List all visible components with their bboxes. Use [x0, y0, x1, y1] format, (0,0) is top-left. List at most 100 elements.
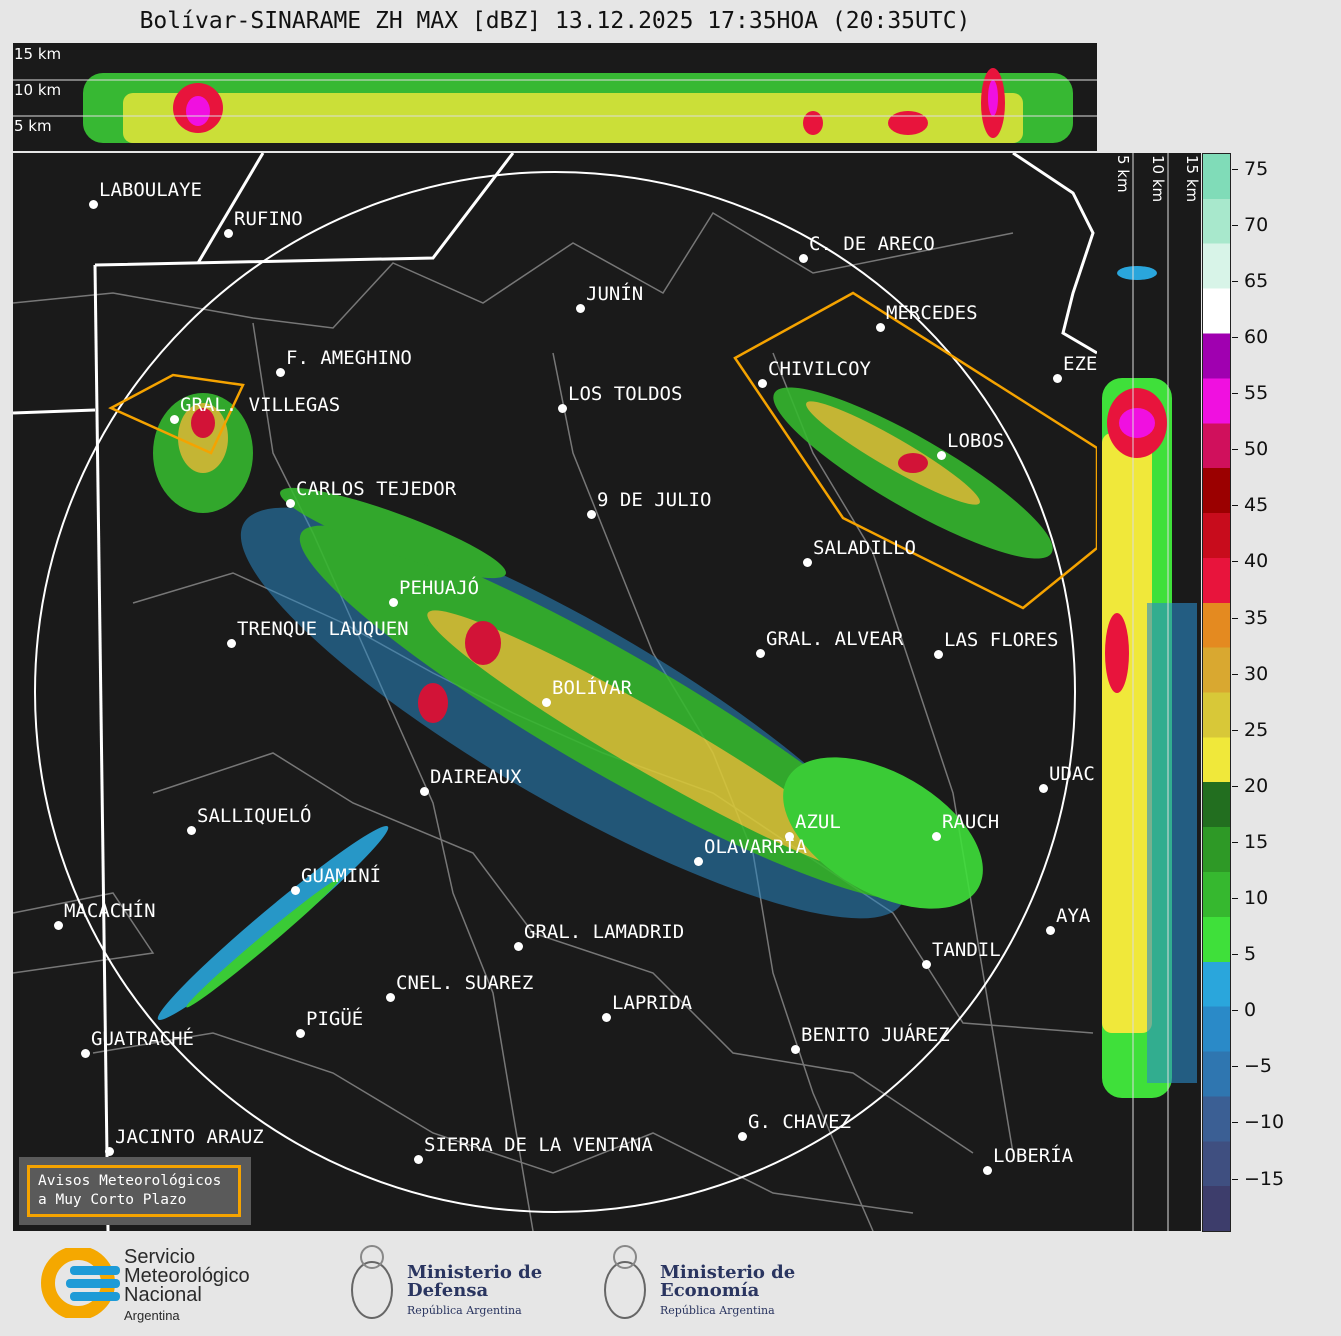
radar-map[interactable]: LABOULAYE RUFINO C. DE ARECO JUNÍN MERCEDES F… — [13, 153, 1097, 1231]
town-label: C. DE ARECO — [809, 233, 935, 255]
town-marker — [785, 832, 794, 841]
town-label: GRAL. VILLEGAS — [180, 394, 341, 416]
town-label: RAUCH — [942, 811, 1000, 833]
coat-of-arms-icon — [351, 1245, 393, 1319]
town-marker — [937, 451, 946, 460]
town-label: LAPRIDA — [612, 992, 693, 1014]
town-marker — [187, 826, 196, 835]
warnings-line1: Avisos Meteorológicos — [38, 1173, 222, 1189]
colorbar-tick: 40 — [1232, 550, 1268, 572]
town-marker — [791, 1045, 800, 1054]
town-marker — [758, 379, 767, 388]
town-label: EZE — [1063, 353, 1097, 375]
town-label: SIERRA DE LA VENTANA — [424, 1134, 653, 1156]
town-label: 9 DE JULIO — [597, 489, 712, 511]
town-marker — [291, 886, 300, 895]
coat-of-arms-icon — [604, 1245, 646, 1319]
town-label: BOLÍVAR — [552, 677, 633, 699]
town-label: TRENQUE LAUQUEN — [237, 618, 409, 640]
colorbar-tick: 75 — [1232, 158, 1268, 180]
town-marker — [89, 200, 98, 209]
town-label: CARLOS TEJEDOR — [296, 478, 457, 500]
town-marker — [420, 787, 429, 796]
town-label: GRAL. ALVEAR — [766, 628, 904, 650]
town-label: JACINTO ARAUZ — [115, 1126, 264, 1148]
economia-sub: República Argentina — [660, 1304, 775, 1317]
colorbar-tick: 45 — [1232, 494, 1268, 516]
smn-name: Servicio Meteorológico Nacional — [124, 1246, 250, 1306]
town-marker — [286, 499, 295, 508]
axis-label-10km-right: 10 km — [1149, 155, 1167, 203]
town-label: GUATRACHÉ — [91, 1028, 194, 1050]
town-label: JUNÍN — [586, 283, 644, 305]
colorbar-tick: −5 — [1232, 1055, 1272, 1077]
warnings-button[interactable]: Avisos Meteorológicos a Muy Corto Plazo — [19, 1157, 251, 1225]
town-marker — [576, 304, 585, 313]
axis-label-15km: 15 km — [14, 45, 62, 63]
town-label: MACACHÍN — [64, 900, 156, 922]
colorbar-tick: 55 — [1232, 382, 1268, 404]
town-marker — [738, 1132, 747, 1141]
colorbar-tick: 0 — [1232, 999, 1256, 1021]
town-label: CNEL. SUAREZ — [396, 972, 534, 994]
town-label: UDAC — [1049, 763, 1095, 785]
town-label: AZUL — [795, 811, 841, 833]
town-label: GRAL. LAMADRID — [524, 921, 685, 943]
town-label: LABOULAYE — [99, 179, 202, 201]
town-marker — [587, 510, 596, 519]
town-label: G. CHAVEZ — [748, 1111, 851, 1133]
radar-echoes — [153, 387, 1053, 1021]
town-label: PIGÜÉ — [306, 1008, 364, 1030]
town-marker — [932, 832, 941, 841]
town-marker — [54, 921, 63, 930]
town-marker — [81, 1049, 90, 1058]
town-marker — [227, 639, 236, 648]
town-marker — [514, 942, 523, 951]
town-label: CHIVILCOY — [768, 358, 871, 380]
town-marker — [922, 960, 931, 969]
right-cross-section: 5 km 10 km 15 km — [1097, 153, 1201, 1231]
town-label: LAS FLORES — [944, 629, 1059, 651]
colorbar-tick: 60 — [1232, 326, 1268, 348]
town-marker — [170, 415, 179, 424]
colorbar-tick: 65 — [1232, 270, 1268, 292]
town-marker — [389, 598, 398, 607]
map-title: Bolívar-SINARAME ZH MAX [dBZ] 13.12.2025… — [139, 8, 971, 34]
town-label: PEHUAJÓ — [399, 577, 480, 599]
town-marker — [386, 993, 395, 1002]
town-label: SALADILLO — [813, 537, 916, 559]
colorbar-tick: 15 — [1232, 831, 1268, 853]
town-marker — [803, 558, 812, 567]
town-marker — [1053, 374, 1062, 383]
town-label: LOBOS — [947, 430, 1005, 452]
town-label: GUAMINÍ — [301, 865, 382, 887]
town-label: AYA — [1056, 905, 1091, 927]
smn-sub: Argentina — [124, 1308, 180, 1323]
colorbar-tick: 50 — [1232, 438, 1268, 460]
town-label: LOS TOLDOS — [568, 383, 683, 405]
town-marker — [276, 368, 285, 377]
town-label: RUFINO — [234, 208, 303, 230]
economia-logo: Ministerio de Economía República Argentin… — [598, 1242, 795, 1331]
colorbar-tick: 30 — [1232, 663, 1268, 685]
axis-label-5km-right: 5 km — [1114, 155, 1132, 193]
colorbar-tick: 25 — [1232, 719, 1268, 741]
town-label: OLAVARRÍA — [704, 836, 807, 858]
town-marker — [558, 404, 567, 413]
colorbar-tick: 20 — [1232, 775, 1268, 797]
axis-label-15km-right: 15 km — [1183, 155, 1201, 203]
colorbar-tick: −10 — [1232, 1111, 1284, 1133]
town-marker — [876, 323, 885, 332]
town-label: LOBERÍA — [993, 1145, 1074, 1167]
town-marker — [799, 254, 808, 263]
town-marker — [1039, 784, 1048, 793]
colorbar-tick: 70 — [1232, 214, 1268, 236]
defensa-name: Ministerio de Defensa — [407, 1262, 543, 1301]
axis-label-10km: 10 km — [14, 81, 62, 99]
smn-logo: Servicio Meteorológico Nacional Argentina — [40, 1246, 250, 1323]
town-marker — [105, 1147, 114, 1156]
town-label: BENITO JUÁREZ — [801, 1024, 950, 1046]
defensa-logo: Ministerio de Defensa República Argentina — [345, 1242, 542, 1331]
town-marker — [296, 1029, 305, 1038]
town-marker — [756, 649, 765, 658]
